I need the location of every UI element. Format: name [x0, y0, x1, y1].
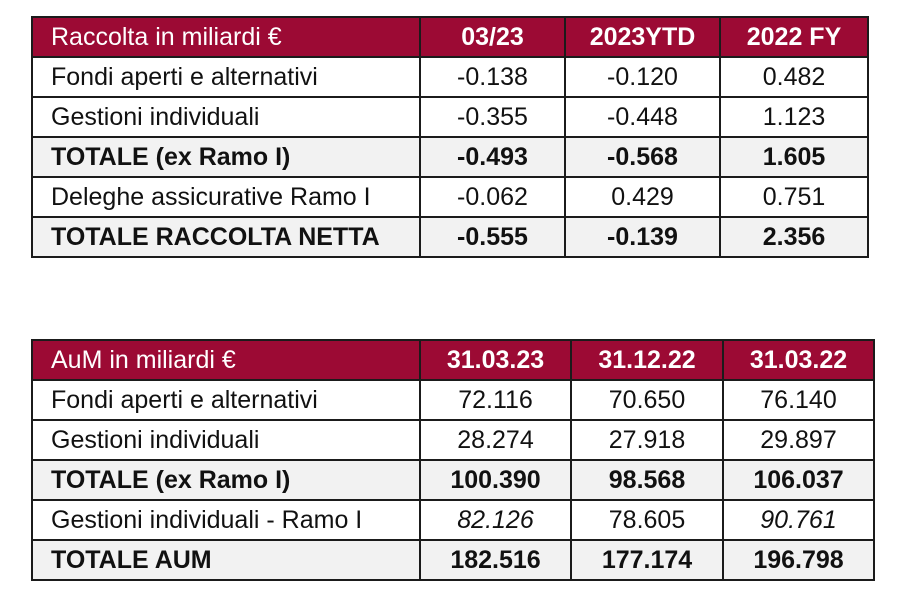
table-row: Fondi aperti e alternativi -0.138 -0.120…	[31, 56, 869, 98]
row-label: Fondi aperti e alternativi	[31, 56, 421, 98]
table-header-row: Raccolta in miliardi € 03/23 2023YTD 202…	[31, 16, 869, 58]
cell-value: 98.568	[570, 459, 724, 501]
row-label: TOTALE AUM	[31, 539, 421, 581]
header-col-2: 31.12.22	[570, 339, 724, 381]
header-col-1: 03/23	[419, 16, 566, 58]
header-col-1: 31.03.23	[419, 339, 572, 381]
cell-value: 182.516	[419, 539, 572, 581]
cell-value: -0.493	[419, 136, 566, 178]
cell-value: -0.555	[419, 216, 566, 258]
cell-value: -0.355	[419, 96, 566, 138]
table-row-total: TOTALE AUM 182.516 177.174 196.798	[31, 539, 875, 581]
cell-value: 0.751	[719, 176, 869, 218]
table-row-total: TOTALE (ex Ramo I) -0.493 -0.568 1.605	[31, 136, 869, 178]
cell-value: 106.037	[722, 459, 875, 501]
table-row: Fondi aperti e alternativi 72.116 70.650…	[31, 379, 875, 421]
cell-value: -0.448	[564, 96, 721, 138]
cell-value: 76.140	[722, 379, 875, 421]
table-row-total: TOTALE RACCOLTA NETTA -0.555 -0.139 2.35…	[31, 216, 869, 258]
cell-value: 1.123	[719, 96, 869, 138]
cell-value: 0.482	[719, 56, 869, 98]
cell-value: -0.568	[564, 136, 721, 178]
header-col-2: 2023YTD	[564, 16, 721, 58]
row-label: TOTALE RACCOLTA NETTA	[31, 216, 421, 258]
cell-value: -0.062	[419, 176, 566, 218]
table-row-total: TOTALE (ex Ramo I) 100.390 98.568 106.03…	[31, 459, 875, 501]
table-row: Gestioni individuali - Ramo I 82.126 78.…	[31, 499, 875, 541]
cell-value: 28.274	[419, 419, 572, 461]
cell-value: 72.116	[419, 379, 572, 421]
cell-value: -0.139	[564, 216, 721, 258]
table-header-row: AuM in miliardi € 31.03.23 31.12.22 31.0…	[31, 339, 875, 381]
cell-value: 27.918	[570, 419, 724, 461]
cell-value: -0.120	[564, 56, 721, 98]
cell-value: 196.798	[722, 539, 875, 581]
row-label: Gestioni individuali - Ramo I	[31, 499, 421, 541]
aum-table: AuM in miliardi € 31.03.23 31.12.22 31.0…	[31, 339, 875, 581]
row-label: TOTALE (ex Ramo I)	[31, 459, 421, 501]
cell-value: 90.761	[722, 499, 875, 541]
header-col-3: 31.03.22	[722, 339, 875, 381]
table-row: Gestioni individuali 28.274 27.918 29.89…	[31, 419, 875, 461]
cell-value: -0.138	[419, 56, 566, 98]
cell-value: 177.174	[570, 539, 724, 581]
row-label: Fondi aperti e alternativi	[31, 379, 421, 421]
row-label: Gestioni individuali	[31, 419, 421, 461]
cell-value: 70.650	[570, 379, 724, 421]
cell-value: 100.390	[419, 459, 572, 501]
table-row: Gestioni individuali -0.355 -0.448 1.123	[31, 96, 869, 138]
row-label: TOTALE (ex Ramo I)	[31, 136, 421, 178]
net-inflows-table: Raccolta in miliardi € 03/23 2023YTD 202…	[31, 16, 869, 258]
cell-value: 78.605	[570, 499, 724, 541]
header-label: Raccolta in miliardi €	[31, 16, 421, 58]
cell-value: 29.897	[722, 419, 875, 461]
row-label: Deleghe assicurative Ramo I	[31, 176, 421, 218]
cell-value: 82.126	[419, 499, 572, 541]
header-col-3: 2022 FY	[719, 16, 869, 58]
cell-value: 1.605	[719, 136, 869, 178]
header-label: AuM in miliardi €	[31, 339, 421, 381]
table-row: Deleghe assicurative Ramo I -0.062 0.429…	[31, 176, 869, 218]
cell-value: 2.356	[719, 216, 869, 258]
cell-value: 0.429	[564, 176, 721, 218]
row-label: Gestioni individuali	[31, 96, 421, 138]
